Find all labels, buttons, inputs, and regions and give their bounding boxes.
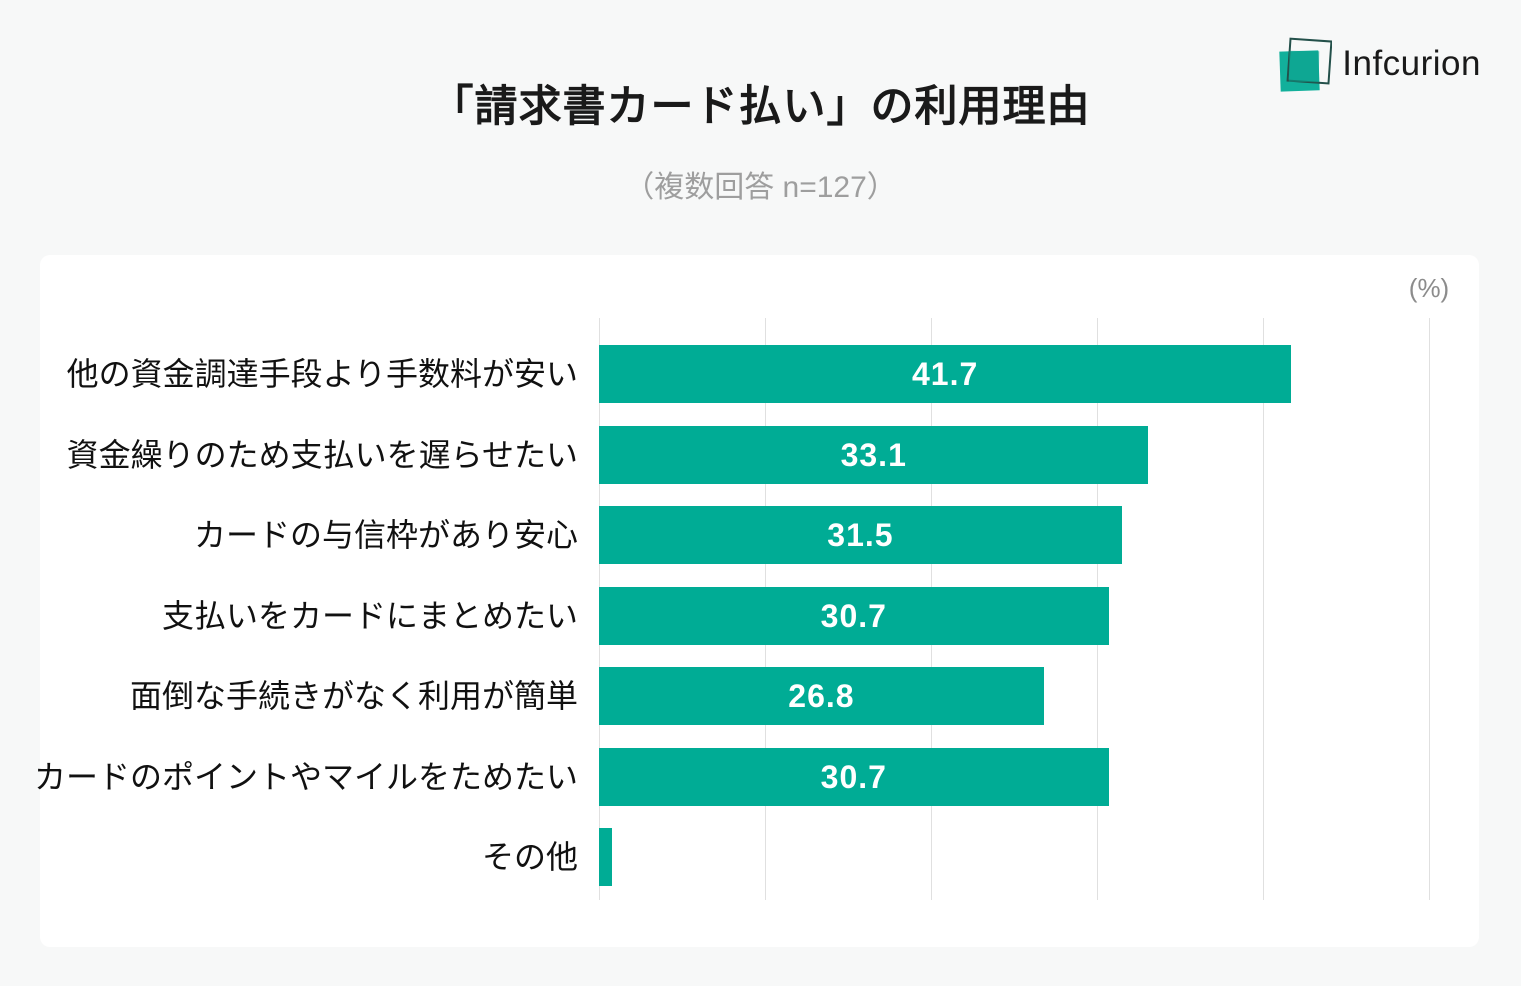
bar-value-label (599, 828, 612, 886)
percent-unit-label: (%) (1408, 273, 1450, 303)
bar-row: その他 (482, 828, 1429, 886)
category-label: 資金繰りのため支払いを遅らせたい (66, 436, 578, 473)
bar-value-label: 41.7 (911, 356, 979, 392)
bar-row: カードのポイントやマイルをためたい 30.7 (34, 747, 1429, 806)
category-label: その他 (481, 839, 578, 875)
bar: 26.8 (599, 667, 1044, 725)
bar: 30.7 (599, 747, 1109, 806)
bar: 33.1 (599, 425, 1149, 484)
bar-row: 資金繰りのため支払いを遅らせたい 33.1 (67, 425, 1429, 484)
bar-value-label: 26.8 (788, 678, 855, 714)
bar: 31.5 (599, 506, 1122, 564)
bar-value-label: 31.5 (827, 517, 894, 553)
category-label: カードのポイントやマイルをためたい (33, 758, 578, 795)
page-subtitle: （複数回答 n=127） (624, 171, 897, 204)
plot-area: 他の資金調達手段より手数料が安い 41.7 資金繰りのため支払いを遅らせたい 3… (34, 318, 1430, 900)
chart-panel: (%) 他の資金調達手段より手数料が安い 41.7 資金繰りのため支払いを遅らせ… (34, 255, 1479, 947)
infcurion-logo: Infcurion (1276, 34, 1481, 94)
bar (599, 828, 613, 886)
bar-value-label: 33.1 (840, 436, 907, 473)
bar: 41.7 (599, 345, 1292, 403)
overlapping-squares-icon (1279, 37, 1333, 92)
bar-row: 面倒な手続きがなく利用が簡単 26.8 (130, 667, 1429, 725)
bar: 30.7 (599, 586, 1109, 645)
category-label: 支払いをカードにまとめたい (161, 597, 578, 634)
page-title: 「請求書カード払い」の利用理由 (430, 83, 1091, 131)
gridline (1429, 318, 1430, 900)
category-label: 面倒な手続きがなく利用が簡単 (129, 678, 578, 714)
category-label: カードの与信枠があり安心 (193, 517, 578, 553)
infcurion-logo-text: Infcurion (1342, 44, 1481, 83)
bar-value-label: 30.7 (820, 758, 887, 795)
category-label: 他の資金調達手段より手数料が安い (66, 356, 578, 392)
gridline (1263, 318, 1264, 900)
bar-value-label: 30.7 (820, 597, 887, 634)
bar-row: カードの与信枠があり安心 31.5 (194, 506, 1429, 564)
bar-row: 支払いをカードにまとめたい 30.7 (162, 586, 1429, 645)
bar-row: 他の資金調達手段より手数料が安い 41.7 (67, 345, 1429, 403)
